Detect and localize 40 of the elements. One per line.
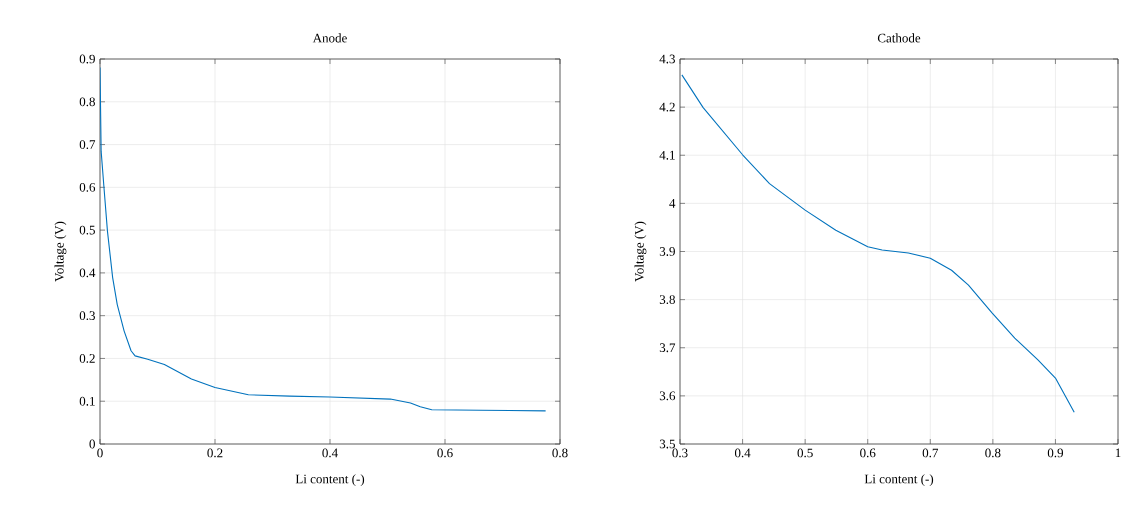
y-axis-title: Voltage (V) [634, 221, 647, 282]
x-axis-title: Li content (-) [864, 474, 934, 487]
x-tick-label: 0.4 [322, 448, 338, 458]
line-series [681, 74, 1075, 413]
y-tick-label: 3.5 [659, 439, 675, 449]
y-tick-label: 0.2 [79, 354, 95, 363]
x-tick-label: 0.3 [672, 448, 688, 458]
y-tick-label: 4 [669, 199, 676, 208]
x-tick-label: 0.2 [207, 448, 223, 458]
y-tick-label: 4.3 [659, 54, 675, 64]
x-tick-label: 0.6 [860, 448, 876, 458]
y-tick-label: 0.5 [79, 225, 95, 235]
y-tick-label: 0.6 [79, 182, 96, 192]
x-tick-label: 0.6 [437, 448, 453, 458]
y-tick-label: 3.6 [659, 391, 676, 401]
y-axis-title: Voltage (V) [54, 221, 67, 282]
y-tick-label: 0 [89, 439, 95, 449]
y-tick-label: 3.9 [659, 247, 675, 256]
x-tick-label: 1 [1115, 448, 1121, 458]
y-tick-label: 0.7 [79, 140, 96, 149]
y-tick-label: 0.3 [79, 311, 95, 321]
y-tick-label: 0.1 [79, 396, 95, 406]
x-tick-label: 0.7 [922, 448, 939, 458]
x-axis-title: Li content (-) [295, 474, 365, 487]
y-tick-label: 4.2 [659, 102, 675, 112]
y-tick-label: 3.8 [659, 295, 675, 305]
chart-title: Anode [312, 33, 347, 43]
x-tick-label: 0.8 [985, 448, 1001, 458]
y-tick-label: 3.7 [659, 343, 676, 353]
x-tick-label: 0.5 [797, 448, 813, 458]
chart-title: Cathode [877, 33, 921, 43]
x-tick-label: 0.4 [734, 448, 751, 458]
x-tick-label: 0.9 [1047, 448, 1064, 458]
y-tick-label: 0.8 [79, 97, 95, 107]
y-tick-label: 0.9 [79, 54, 95, 64]
x-tick-label: 0 [97, 448, 103, 458]
y-tick-label: 0.4 [79, 268, 96, 278]
y-tick-label: 4.1 [659, 150, 675, 160]
line-series [100, 67, 547, 412]
x-tick-label: 0.8 [552, 448, 568, 458]
